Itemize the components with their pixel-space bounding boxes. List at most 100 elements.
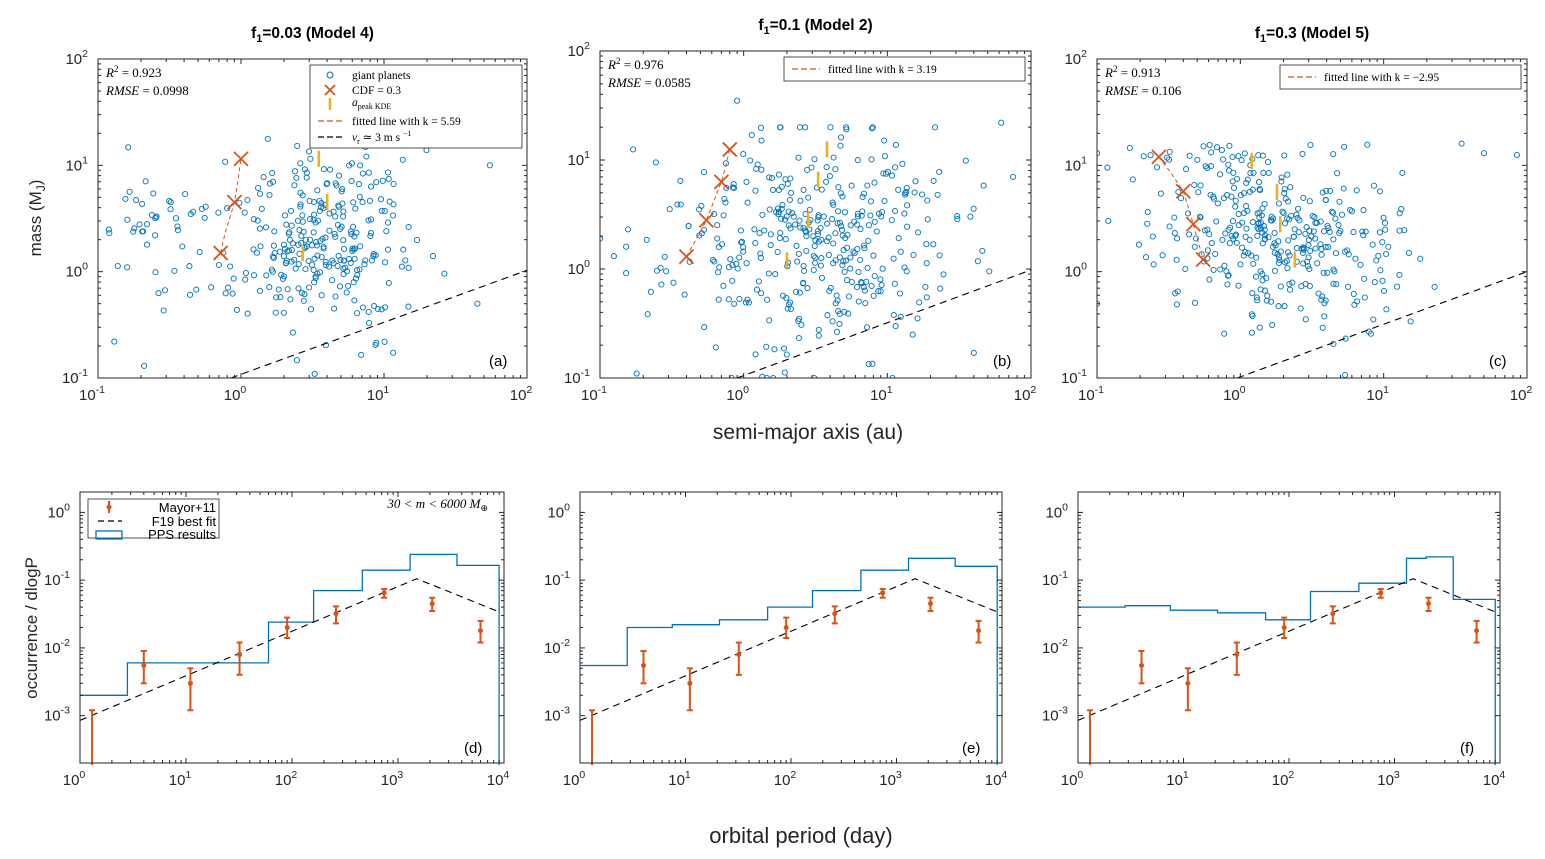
- planet-point: [320, 166, 327, 173]
- planet-point: [1254, 232, 1261, 239]
- legend-giant-planets: giant planets: [352, 70, 411, 82]
- panel-c-xtick-label: 101: [1366, 384, 1389, 404]
- planet-point: [892, 323, 899, 330]
- planet-point: [338, 223, 345, 230]
- planet-point: [1229, 178, 1236, 185]
- planet-point: [230, 275, 237, 282]
- planet-point: [318, 292, 325, 299]
- planet-point: [743, 260, 750, 267]
- planet-point: [1332, 215, 1339, 222]
- r2-stat: R2 = 0.923: [105, 64, 162, 80]
- planet-point: [1321, 313, 1328, 320]
- planet-point: [297, 201, 304, 208]
- planet-point: [777, 229, 784, 236]
- planet-point: [264, 135, 271, 142]
- planet-point: [310, 216, 317, 223]
- planet-point: [731, 300, 738, 307]
- planet-point: [374, 305, 381, 313]
- planet-point: [868, 125, 876, 132]
- planet-point: [923, 260, 930, 267]
- planet-point: [738, 239, 745, 246]
- panel-f: 100 101 102 103 104 10-3 10-2 10-1 100 (f): [1042, 491, 1505, 789]
- planet-point: [1329, 209, 1337, 216]
- planet-point: [1370, 316, 1377, 323]
- planet-point: [623, 270, 630, 277]
- planet-point: [1230, 184, 1238, 191]
- planet-point: [877, 288, 884, 295]
- planet-point: [244, 310, 251, 317]
- planet-point: [865, 222, 872, 229]
- planet-point: [803, 229, 810, 236]
- planet-point: [871, 179, 878, 186]
- panel-d-xtick-label: 100: [63, 769, 86, 789]
- planet-point: [1305, 241, 1312, 249]
- planet-point: [1221, 330, 1228, 337]
- panel-c-ytick-label: 100: [1064, 261, 1087, 281]
- planet-point: [663, 268, 670, 275]
- planet-point: [1281, 186, 1288, 193]
- planet-point: [936, 252, 943, 259]
- planet-point: [1281, 303, 1288, 310]
- planet-point: [795, 317, 802, 324]
- planet-point: [1336, 198, 1343, 205]
- planet-point: [794, 258, 801, 265]
- rv-limit-line: [736, 269, 1031, 378]
- planet-point: [150, 190, 157, 197]
- planet-point: [1254, 297, 1261, 304]
- planet-point: [229, 290, 236, 297]
- planet-point: [870, 252, 877, 259]
- planet-point: [1226, 240, 1233, 247]
- legend-pps-marker: [95, 530, 123, 540]
- planet-point: [1405, 249, 1412, 256]
- planet-point: [1513, 151, 1520, 159]
- planet-point: [1248, 329, 1255, 336]
- rmse-stat: RMSE = 0.0998: [105, 83, 189, 98]
- planet-point: [143, 241, 151, 248]
- planet-point: [1297, 305, 1304, 312]
- legend-fit: fitted line with k = 5.59: [352, 116, 461, 128]
- planet-point: [796, 289, 803, 296]
- planet-point: [278, 271, 285, 278]
- planet-point: [398, 263, 405, 270]
- planet-point: [930, 241, 937, 248]
- planet-point: [756, 230, 763, 237]
- planet-point: [753, 286, 761, 293]
- planet-point: [1330, 236, 1337, 243]
- planet-point: [152, 232, 159, 239]
- planet-point: [329, 257, 336, 264]
- planet-point: [789, 210, 796, 217]
- planet-point: [914, 315, 921, 322]
- planet-point: [1280, 209, 1287, 217]
- planet-point: [853, 284, 861, 291]
- planet-point: [1172, 290, 1179, 297]
- planet-point: [757, 250, 764, 257]
- planet-point: [740, 151, 747, 158]
- planet-point: [281, 212, 289, 219]
- planet-point: [242, 276, 249, 283]
- planet-point: [1303, 224, 1310, 231]
- planet-point: [340, 257, 347, 264]
- planet-point: [792, 221, 799, 228]
- planet-point: [889, 172, 896, 179]
- planet-point: [783, 294, 790, 301]
- planet-point: [757, 254, 764, 261]
- planet-point: [1312, 219, 1319, 226]
- planet-point: [834, 297, 841, 304]
- planet-point: [1185, 210, 1192, 217]
- planet-point: [803, 232, 810, 240]
- planet-point: [302, 265, 309, 273]
- f19-fit-line: [1078, 578, 1496, 721]
- planet-point: [1383, 250, 1390, 258]
- planet-point: [1257, 268, 1264, 275]
- planet-point: [268, 266, 275, 273]
- planet-point: [681, 291, 688, 298]
- planet-point: [301, 166, 308, 173]
- planet-point: [1284, 265, 1291, 272]
- planet-point: [1166, 148, 1173, 155]
- planet-point: [266, 284, 273, 291]
- obs-point: [333, 611, 339, 617]
- planet-point: [359, 304, 366, 311]
- panel-f-xtick-label: 100: [1061, 769, 1084, 789]
- planet-point: [810, 266, 817, 274]
- planet-point: [763, 343, 770, 350]
